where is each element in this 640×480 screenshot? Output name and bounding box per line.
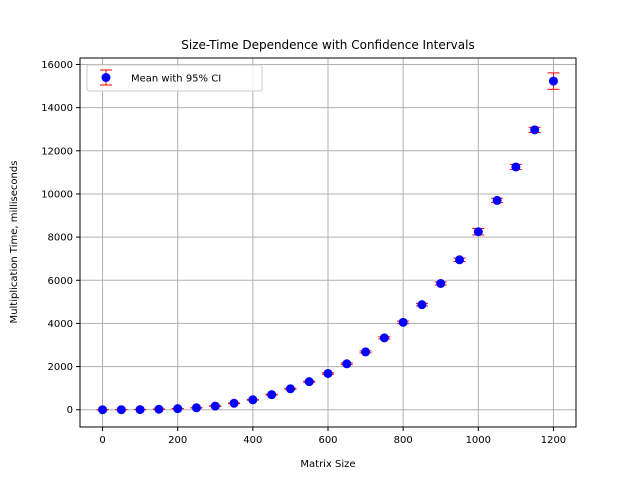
data-point [528, 125, 541, 135]
data-point [359, 347, 372, 357]
mean-marker [154, 404, 164, 414]
data-point [284, 384, 297, 394]
mean-marker [135, 405, 145, 415]
y-tick-label: 16000 [41, 60, 73, 71]
x-tick-label: 1000 [466, 435, 491, 446]
x-tick-label: 200 [168, 435, 187, 446]
y-tick-label: 0 [67, 405, 73, 416]
data-point [415, 300, 428, 310]
y-axis-ticks: 0 2000 4000 6000 8000 10000 12000 14000 16000 [41, 60, 80, 416]
mean-marker [342, 359, 352, 369]
data-point [340, 359, 353, 369]
mean-marker [248, 395, 258, 405]
y-tick-label: 14000 [41, 103, 73, 114]
data-point [547, 72, 560, 90]
x-axis-ticks: 0 200 400 600 800 1000 1200 [99, 427, 566, 446]
mean-marker [191, 403, 201, 413]
data-point [378, 333, 391, 343]
mean-marker [210, 401, 220, 411]
data-point [303, 377, 316, 387]
y-tick-label: 6000 [48, 276, 73, 287]
y-axis-label: Multiplication Time, milliseconds [9, 161, 20, 324]
mean-marker [285, 384, 295, 394]
mean-marker [304, 377, 314, 387]
legend-label: Mean with 95% CI [131, 74, 221, 85]
mean-marker [173, 404, 183, 414]
x-tick-label: 600 [318, 435, 337, 446]
mean-marker [361, 347, 371, 357]
data-point [322, 368, 334, 378]
mean-marker [116, 405, 126, 415]
mean-marker [417, 300, 427, 310]
mean-marker [511, 162, 521, 172]
x-tick-label: 800 [394, 435, 413, 446]
legend: Mean with 95% CI [86, 64, 263, 92]
mean-marker [267, 390, 277, 400]
data-point [152, 404, 165, 414]
mean-marker [379, 333, 389, 343]
x-tick-label: 0 [99, 435, 105, 446]
legend-marker [100, 69, 112, 86]
y-tick-label: 12000 [41, 146, 73, 157]
y-tick-label: 2000 [48, 362, 73, 373]
mean-marker [398, 317, 408, 327]
legend-box [86, 64, 263, 92]
y-tick-label: 10000 [41, 189, 73, 200]
mean-marker [473, 227, 483, 237]
x-axis-label: Matrix Size [300, 459, 355, 470]
chart-title: Size-Time Dependence with Confidence Int… [181, 38, 474, 52]
data-point [228, 398, 241, 408]
x-tick-label: 1200 [541, 435, 566, 446]
data-point [509, 162, 522, 172]
mean-marker [98, 405, 108, 415]
data-point [190, 403, 203, 413]
x-tick-label: 400 [243, 435, 262, 446]
data-point [115, 405, 128, 415]
data-point [265, 390, 278, 400]
data-point [397, 317, 410, 327]
mean-marker [455, 255, 465, 265]
data-point [134, 405, 147, 415]
mean-marker [492, 195, 502, 205]
data-point [171, 404, 184, 414]
y-tick-label: 8000 [48, 233, 73, 244]
mean-marker [530, 125, 540, 135]
mean-marker [323, 368, 333, 378]
mean-marker [229, 398, 239, 408]
mean-marker [436, 279, 446, 288]
data-point [246, 395, 259, 405]
data-point [96, 405, 109, 415]
data-point [472, 227, 485, 237]
mean-marker [548, 76, 558, 86]
grid [80, 58, 576, 427]
y-tick-label: 4000 [48, 319, 73, 330]
data-point [434, 279, 447, 288]
data-point [453, 255, 466, 265]
data-point [209, 401, 222, 411]
data-series [96, 72, 560, 415]
data-point [491, 195, 504, 205]
